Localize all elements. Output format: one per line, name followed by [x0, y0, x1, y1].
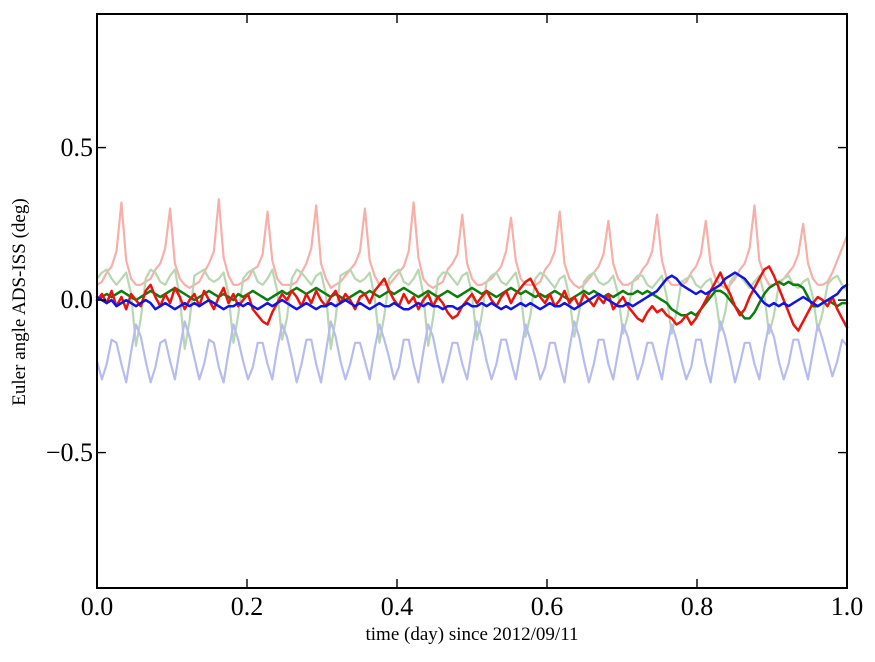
pale-green-reference-line: [95, 268, 849, 350]
x-tick-label-0.6: 0.6: [530, 592, 564, 621]
green-measured-line: [95, 280, 849, 320]
x-tick-label-0.4: 0.4: [380, 592, 414, 621]
axes-frame: [96, 13, 848, 589]
x-axis-label: time (day) since 2012/09/11: [365, 624, 579, 645]
blue-measured-line: [95, 271, 849, 311]
red-measured-line: [95, 265, 849, 332]
series-group: [95, 198, 849, 384]
x-tick-label-0.0: 0.0: [80, 592, 114, 621]
pale-blue-reference-line: [95, 320, 849, 384]
y-tick-label-0.5: 0.5: [60, 132, 94, 162]
x-tick-label-0.8: 0.8: [680, 592, 714, 621]
y-tick-label-−0.5: −0.5: [45, 437, 93, 467]
x-tick-label-1.0: 1.0: [830, 592, 864, 621]
y-tick-label-0.0: 0.0: [60, 285, 94, 315]
pale-red-reference-line: [95, 198, 849, 289]
x-tick-label-0.2: 0.2: [230, 592, 264, 621]
